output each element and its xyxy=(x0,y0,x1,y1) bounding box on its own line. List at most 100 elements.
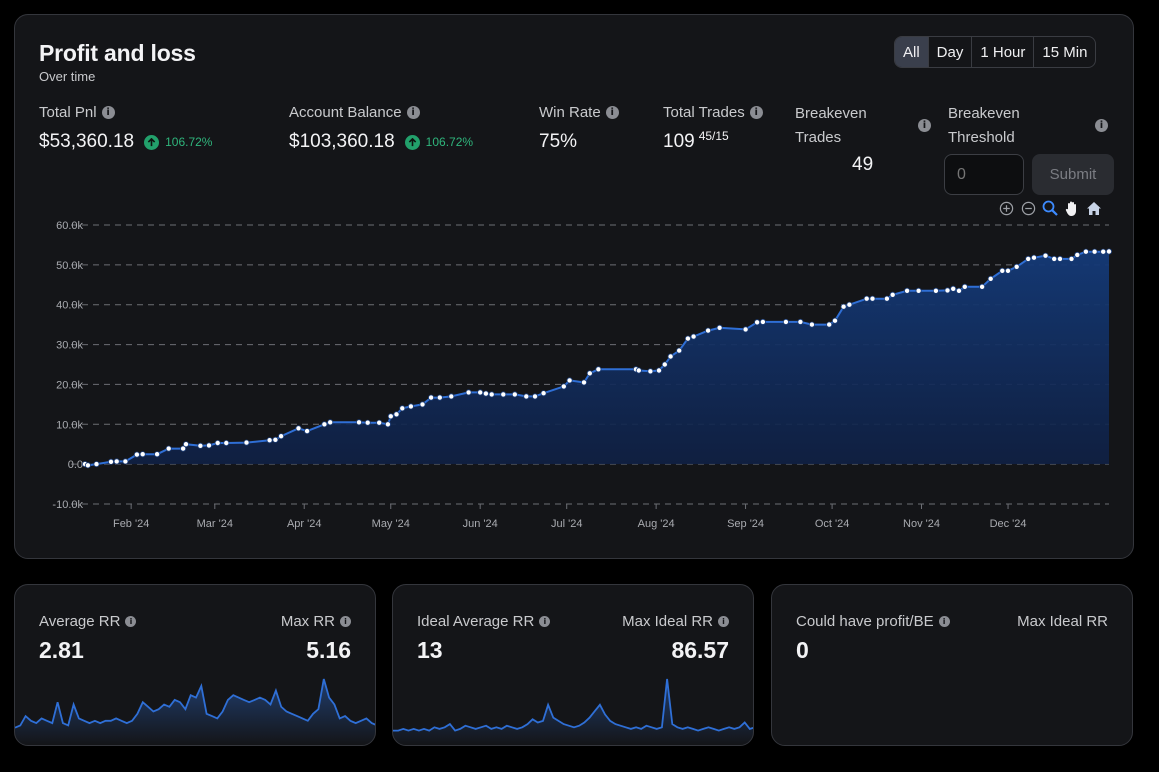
data-point xyxy=(586,370,593,377)
data-point xyxy=(1005,267,1012,274)
data-point xyxy=(223,439,230,446)
data-point xyxy=(944,287,951,294)
info-icon[interactable]: i xyxy=(918,119,931,132)
data-point xyxy=(407,403,414,410)
data-point xyxy=(1031,254,1038,261)
zoom-in-icon[interactable] xyxy=(997,199,1015,217)
data-point xyxy=(883,295,890,302)
data-point xyxy=(676,347,683,354)
average-rr-card: Average RR i 2.81 Max RR i 5.16 xyxy=(14,584,376,746)
could-max-ideal-rr-label: Max Ideal RR xyxy=(1017,613,1108,630)
data-point xyxy=(716,324,723,331)
breakeven-threshold-input[interactable] xyxy=(944,154,1024,195)
breakeven-trades-label-line1: Breakeven xyxy=(795,105,867,122)
data-point xyxy=(661,361,668,368)
data-point xyxy=(465,389,472,396)
data-point xyxy=(214,439,221,446)
data-point xyxy=(376,419,383,426)
data-point xyxy=(846,301,853,308)
data-point xyxy=(1106,248,1113,255)
data-point xyxy=(647,368,654,375)
data-point xyxy=(540,390,547,397)
data-point xyxy=(393,411,400,418)
data-point xyxy=(84,462,91,469)
breakeven-trades-value: 49 xyxy=(852,154,874,175)
sparkline-fill xyxy=(393,679,753,745)
zoom-select-icon[interactable] xyxy=(1041,199,1059,217)
data-point xyxy=(419,401,426,408)
data-point xyxy=(932,287,939,294)
sparkline-line xyxy=(393,678,753,732)
account-balance-percent: 106.72% xyxy=(425,135,474,149)
data-point xyxy=(904,287,911,294)
range-1-hour-button[interactable]: 1 Hour xyxy=(972,37,1035,67)
data-point xyxy=(355,419,362,426)
x-tick-label: Apr '24 xyxy=(287,518,322,530)
data-point xyxy=(295,425,302,432)
reset-home-icon[interactable] xyxy=(1085,199,1103,217)
pnl-area-chart[interactable]: 60.0k 50.0k 40.0k 30.0k 20.0k 10.0k 0.0 -10.0k F… xyxy=(15,15,1135,560)
data-point xyxy=(656,367,663,374)
total-trades-label: Total Trades i xyxy=(663,104,763,121)
y-tick-label: 40.0k xyxy=(56,300,83,312)
data-point xyxy=(272,436,279,443)
submit-button[interactable]: Submit xyxy=(1032,154,1114,195)
x-tick-label: Sep '24 xyxy=(727,518,764,530)
data-point xyxy=(477,389,484,396)
arrow-up-icon xyxy=(144,134,160,150)
win-rate-label: Win Rate i xyxy=(539,104,619,121)
data-point xyxy=(1025,255,1032,262)
ideal-rr-sparkline xyxy=(393,678,753,745)
data-point xyxy=(1082,248,1089,255)
info-icon[interactable]: i xyxy=(938,616,950,627)
data-point xyxy=(448,393,455,400)
range-all-button[interactable]: All xyxy=(895,37,929,67)
data-point xyxy=(595,366,602,373)
info-icon[interactable]: i xyxy=(125,616,137,627)
could-have-profit-label: Could have profit/BE i xyxy=(796,613,950,630)
x-tick-label: Mar '24 xyxy=(197,518,233,530)
pan-hand-icon[interactable] xyxy=(1063,199,1081,217)
data-point xyxy=(1091,248,1098,255)
max-ideal-rr-value: 86.57 xyxy=(671,637,729,663)
info-icon[interactable]: i xyxy=(605,106,619,119)
sparkline-line xyxy=(15,678,375,729)
info-icon[interactable]: i xyxy=(101,106,115,119)
ideal-average-rr-value: 13 xyxy=(417,637,443,663)
data-point xyxy=(243,439,250,446)
data-point xyxy=(950,285,957,292)
total-trades-count: 109 xyxy=(663,131,695,152)
data-point xyxy=(808,321,815,328)
x-tick-label: Jul '24 xyxy=(551,518,582,530)
breakeven-threshold-label-line1: Breakeven xyxy=(948,105,1020,122)
data-point xyxy=(684,335,691,342)
average-rr-label-text: Average RR xyxy=(39,613,121,630)
info-icon[interactable]: i xyxy=(539,616,551,627)
range-15-min-button[interactable]: 15 Min xyxy=(1042,43,1088,61)
data-point xyxy=(705,327,712,334)
data-point xyxy=(915,287,922,294)
info-icon[interactable]: i xyxy=(718,616,729,627)
data-point xyxy=(1042,252,1049,259)
data-point xyxy=(500,391,507,398)
range-day-button[interactable]: Day xyxy=(929,37,973,67)
data-point xyxy=(987,275,994,282)
ideal-average-rr-label: Ideal Average RR i xyxy=(417,613,551,630)
data-point xyxy=(511,391,518,398)
average-rr-label: Average RR i xyxy=(39,613,137,630)
info-icon[interactable]: i xyxy=(749,106,763,119)
data-point xyxy=(532,393,539,400)
info-icon[interactable]: i xyxy=(1095,119,1108,132)
info-icon[interactable]: i xyxy=(340,616,351,627)
info-icon[interactable]: i xyxy=(406,106,420,119)
zoom-out-icon[interactable] xyxy=(1019,199,1037,217)
max-rr-label-text: Max RR xyxy=(280,613,335,630)
y-tick-label: -10.0k xyxy=(52,499,83,511)
data-point xyxy=(869,295,876,302)
data-point xyxy=(399,405,406,412)
data-point xyxy=(182,441,189,448)
win-rate-value: 75% xyxy=(539,131,578,152)
ideal-rr-card: Ideal Average RR i 13 Max Ideal RR i 86.… xyxy=(392,584,754,746)
data-point xyxy=(278,433,285,440)
y-tick-label: 60.0k xyxy=(56,220,83,232)
